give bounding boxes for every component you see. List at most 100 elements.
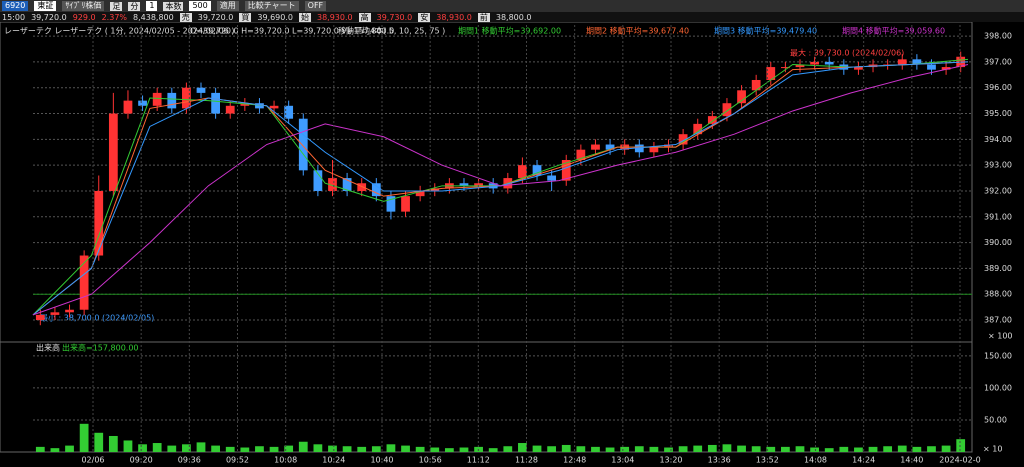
x-tick-label: 13:36 (708, 456, 731, 465)
x-tick-label: 09:20 (130, 456, 153, 465)
legend-entry: 期間1 移動平均=39,692.00 (458, 26, 561, 36)
volume-bar (357, 446, 367, 452)
candle-body (737, 90, 746, 104)
x-tick-label: 10:08 (274, 456, 297, 465)
volume-bar (868, 446, 878, 452)
candle-body (693, 123, 703, 135)
volume-bar (620, 446, 630, 452)
volume-unit: × 10 (983, 445, 1002, 454)
volume-bar (65, 445, 74, 452)
candle-body (678, 134, 688, 145)
candle-body (576, 149, 586, 161)
volume-bar (94, 432, 104, 452)
candle-body (591, 144, 600, 150)
y-tick-label: 387.00 (984, 316, 1012, 325)
candle-body (328, 178, 337, 191)
volume-bar (182, 444, 191, 452)
y-tick-label: 389.00 (984, 264, 1012, 273)
legend-entry: 期間2 移動平均=39,677.40 (586, 26, 689, 36)
x-tick-label: 09:52 (226, 456, 249, 465)
prev-label: 前 (477, 12, 490, 22)
x-tick-label: 14:40 (900, 456, 923, 465)
y-tick-label: 398.00 (984, 32, 1012, 41)
volume-bar (386, 444, 396, 452)
candle-body (342, 178, 352, 191)
candle-body (50, 312, 60, 315)
x-tick-label: 13:04 (611, 456, 634, 465)
candle-body (35, 314, 45, 321)
candle-body (605, 144, 615, 150)
compare-button[interactable]: 比較チャート (244, 1, 299, 11)
y-tick-label: 50.00 (984, 415, 1007, 424)
legend-entry: 期間4 移動平均=39,059.60 (842, 26, 945, 36)
volume-bar (138, 444, 147, 452)
candle-body (824, 61, 834, 65)
candle-body (371, 183, 381, 197)
candle-body (211, 92, 220, 114)
candle-body (897, 59, 907, 65)
y-tick-label: 396.00 (984, 83, 1012, 92)
volume-bar (79, 423, 89, 452)
volume-bar (401, 445, 410, 452)
candle-body (94, 190, 104, 256)
volume-bar (532, 445, 542, 452)
count-label: 本数 (163, 1, 184, 11)
volume-bar (167, 445, 177, 452)
candle-body (138, 100, 147, 106)
count-input[interactable]: 500 (189, 1, 211, 11)
candle-body (196, 87, 206, 93)
toggle-button[interactable]: OFF (304, 1, 327, 11)
volume-bar (766, 446, 776, 452)
volume-bar (839, 446, 849, 452)
volume-bar (225, 446, 235, 452)
y-tick-label: 395.00 (984, 109, 1012, 118)
candle-body (474, 183, 483, 186)
volume-bar (503, 446, 513, 452)
candle-body (240, 103, 250, 106)
volume-bar (371, 446, 381, 452)
market-select[interactable]: 東証 (34, 1, 57, 11)
prev: 38,800.0 (495, 12, 532, 22)
min-annotation: 最小 : 38,700.0 (2024/02/05) (40, 314, 154, 323)
background (0, 22, 1024, 467)
candle-body (79, 255, 89, 310)
ask-label: 売 (179, 12, 192, 22)
code-input[interactable]: 6920 (2, 1, 29, 11)
volume-bar (561, 444, 571, 452)
x-tick-label: 13:52 (756, 456, 779, 465)
bid-label: 買 (239, 12, 252, 22)
volume-bar (605, 447, 615, 452)
apply-button[interactable]: 適用 (216, 1, 239, 11)
volume-bar (956, 439, 966, 452)
volume-bar (430, 447, 440, 452)
y-tick-label: 393.00 (984, 161, 1012, 170)
volume-bar (342, 446, 352, 452)
volume-bar (693, 445, 703, 452)
volume-bar (196, 442, 206, 452)
candle-body (649, 147, 659, 153)
candle-body (795, 64, 805, 68)
candle-body (123, 100, 133, 114)
volume-bar (707, 444, 717, 452)
time: 15:00 (2, 12, 26, 22)
change-pct: 2.37% (101, 12, 128, 22)
ask: 39,720.0 (197, 12, 234, 22)
y-tick-label: 397.00 (984, 57, 1012, 66)
volume-bar (854, 447, 863, 452)
y-tick-label: 392.00 (984, 186, 1012, 195)
interval-input[interactable]: 1 (146, 1, 158, 11)
volume-bar (722, 444, 732, 452)
candle-body (298, 118, 308, 171)
candle-body (810, 61, 819, 65)
candle-body (357, 183, 367, 191)
volume-bar (751, 446, 761, 452)
candle-body (167, 92, 177, 109)
mode-button[interactable]: ｻｲﾌﾟﾘ株価 (62, 1, 105, 11)
candle-body (152, 92, 162, 106)
candle-body (664, 144, 673, 148)
volume-bar (444, 448, 454, 452)
volume-bar (781, 446, 790, 452)
volume-bar (152, 443, 162, 452)
candle-body (634, 144, 644, 153)
candle-body (781, 67, 790, 69)
